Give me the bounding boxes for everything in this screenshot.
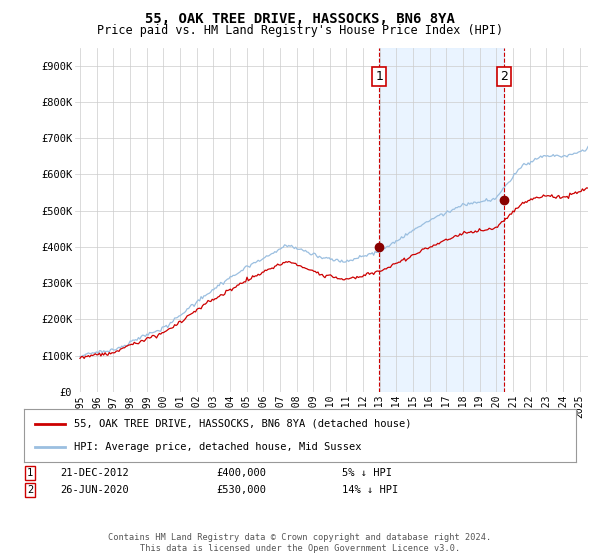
Text: £400,000: £400,000 [216, 468, 266, 478]
Text: Price paid vs. HM Land Registry's House Price Index (HPI): Price paid vs. HM Land Registry's House … [97, 24, 503, 37]
Text: 21-DEC-2012: 21-DEC-2012 [60, 468, 129, 478]
Text: £530,000: £530,000 [216, 485, 266, 495]
Text: 5% ↓ HPI: 5% ↓ HPI [342, 468, 392, 478]
Text: 55, OAK TREE DRIVE, HASSOCKS, BN6 8YA (detached house): 55, OAK TREE DRIVE, HASSOCKS, BN6 8YA (d… [74, 419, 411, 429]
Text: 26-JUN-2020: 26-JUN-2020 [60, 485, 129, 495]
Text: 2: 2 [500, 70, 508, 83]
Text: 55, OAK TREE DRIVE, HASSOCKS, BN6 8YA: 55, OAK TREE DRIVE, HASSOCKS, BN6 8YA [145, 12, 455, 26]
Text: 2: 2 [27, 485, 33, 495]
Text: 14% ↓ HPI: 14% ↓ HPI [342, 485, 398, 495]
Text: 1: 1 [27, 468, 33, 478]
Bar [379, 48, 505, 392]
Text: 1: 1 [376, 70, 383, 83]
Text: Contains HM Land Registry data © Crown copyright and database right 2024.
This d: Contains HM Land Registry data © Crown c… [109, 533, 491, 553]
Text: HPI: Average price, detached house, Mid Sussex: HPI: Average price, detached house, Mid … [74, 442, 361, 452]
